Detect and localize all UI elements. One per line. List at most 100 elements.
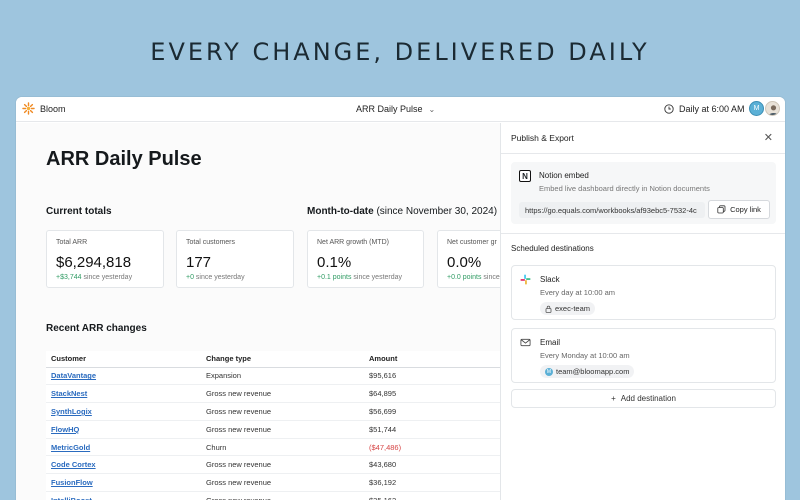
- metric-card-total-arr: Total ARR $6,294,818 +$3,744 since yeste…: [46, 230, 164, 288]
- table-header-row: Customer Change type Amount: [46, 351, 500, 368]
- customer-link[interactable]: FusionFlow: [46, 473, 201, 493]
- metric-card-total-customers: Total customers 177 +0 since yesterday: [176, 230, 294, 288]
- metric-label: Net ARR growth (MTD): [317, 239, 389, 246]
- customer-link[interactable]: MetricGold: [46, 438, 201, 457]
- amount-cell: $64,895: [339, 384, 500, 404]
- scheduled-destinations-heading: Scheduled destinations: [511, 244, 594, 253]
- notion-description: Embed live dashboard directly in Notion …: [539, 184, 710, 193]
- customer-link[interactable]: IntelliBoost: [46, 491, 201, 500]
- chevron-down-icon: ⌄: [428, 104, 436, 114]
- delta-value: +0: [186, 274, 194, 281]
- metric-label: Total customers: [186, 239, 236, 246]
- amount-cell: $36,192: [339, 473, 500, 493]
- amount-cell: $35,162: [339, 491, 500, 500]
- recent-changes-table: Customer Change type Amount DataVantage …: [46, 351, 500, 500]
- slack-icon: [520, 274, 531, 285]
- delta-suffix: since: [481, 274, 500, 281]
- amount-cell: $95,616: [339, 367, 500, 386]
- change-type-cell: Gross new revenue: [201, 491, 339, 500]
- change-type-cell: Expansion: [201, 367, 339, 386]
- recipient-chip[interactable]: M team@bloomapp.com: [540, 365, 635, 378]
- sun-flower-icon: [22, 102, 35, 115]
- delta-suffix: since yesterday: [193, 274, 245, 281]
- table-row: MetricGold Churn ($47,486): [46, 438, 500, 457]
- column-header-customer[interactable]: Customer: [46, 351, 201, 368]
- change-type-cell: Churn: [201, 438, 339, 457]
- notion-icon: N: [519, 170, 531, 182]
- metric-label: Total ARR: [56, 239, 88, 246]
- copy-icon: [717, 205, 726, 214]
- amount-cell-negative: ($47,486): [339, 438, 500, 457]
- destination-card-slack[interactable]: Slack Every day at 10:00 am exec-team: [511, 265, 776, 320]
- destination-schedule: Every Monday at 10:00 am: [540, 351, 630, 360]
- table-row: IntelliBoost Gross new revenue $35,162: [46, 491, 500, 500]
- delta-suffix: since yesterday: [351, 274, 403, 281]
- divider: [501, 233, 785, 234]
- plus-icon: +: [611, 394, 616, 403]
- recent-changes-heading: Recent ARR changes: [46, 323, 147, 334]
- delta-value: +0.0 points: [447, 274, 482, 281]
- dashboard-main: ARR Daily Pulse Current totals Month-to-…: [16, 123, 500, 500]
- add-destination-button[interactable]: + Add destination: [511, 389, 776, 408]
- change-type-cell: Gross new revenue: [201, 402, 339, 421]
- mtd-heading: Month-to-date (since November 30, 2024): [307, 206, 497, 217]
- metric-value: 0.0%: [447, 254, 482, 271]
- metric-value: 0.1%: [317, 254, 352, 271]
- lock-icon: [545, 305, 552, 313]
- customer-link[interactable]: StackNest: [46, 384, 201, 404]
- user-photo-avatar[interactable]: [765, 101, 780, 116]
- copy-link-label: Copy link: [730, 205, 761, 214]
- amount-cell: $51,744: [339, 420, 500, 439]
- avatar: M: [545, 367, 553, 376]
- marketing-headline: EVERY CHANGE, DELIVERED DAILY: [150, 38, 650, 66]
- delta-value: +0.1 points: [317, 274, 352, 281]
- mtd-label: Month-to-date: [307, 206, 374, 217]
- avatar[interactable]: M: [749, 101, 764, 116]
- customer-link[interactable]: SynthLogix: [46, 402, 201, 421]
- channel-chip[interactable]: exec-team: [540, 302, 596, 315]
- channel-name: exec-team: [555, 304, 591, 313]
- customer-link[interactable]: Code Cortex: [46, 455, 201, 475]
- schedule-indicator[interactable]: Daily at 6:00 AM: [664, 104, 745, 114]
- amount-cell: $56,699: [339, 402, 500, 421]
- metric-label: Net customer gr: [447, 239, 497, 246]
- metric-delta: +0.1 points since yesterday: [317, 274, 402, 281]
- brand[interactable]: Bloom: [22, 102, 66, 115]
- amount-cell: $43,680: [339, 455, 500, 475]
- metric-card-net-customer-growth: Net customer gr 0.0% +0.0 points since: [437, 230, 500, 288]
- document-title: ARR Daily Pulse: [356, 104, 423, 114]
- table-row: Code Cortex Gross new revenue $43,680: [46, 455, 500, 475]
- notion-embed-section: N Notion embed Embed live dashboard dire…: [511, 162, 776, 224]
- table-row: StackNest Gross new revenue $64,895: [46, 384, 500, 404]
- customer-link[interactable]: DataVantage: [46, 367, 201, 386]
- app-window: Bloom ARR Daily Pulse ⌄ Daily at 6:00 AM…: [16, 97, 785, 500]
- brand-name: Bloom: [40, 103, 66, 114]
- customer-link[interactable]: FlowHQ: [46, 420, 201, 439]
- clock-icon: [664, 104, 674, 114]
- table-row: FusionFlow Gross new revenue $36,192: [46, 473, 500, 493]
- copy-link-button[interactable]: Copy link: [708, 200, 770, 219]
- column-header-change-type[interactable]: Change type: [201, 351, 339, 368]
- delta-value: +$3,744: [56, 274, 82, 281]
- table-row: FlowHQ Gross new revenue $51,744: [46, 420, 500, 439]
- change-type-cell: Gross new revenue: [201, 473, 339, 493]
- metric-delta: +0.0 points since: [447, 274, 500, 281]
- destination-card-email[interactable]: Email Every Monday at 10:00 am M team@bl…: [511, 328, 776, 383]
- add-destination-label: Add destination: [620, 394, 676, 403]
- metric-value: $6,294,818: [56, 254, 132, 271]
- column-header-amount[interactable]: Amount: [339, 351, 500, 368]
- metric-card-net-arr-growth: Net ARR growth (MTD) 0.1% +0.1 points si…: [307, 230, 424, 288]
- change-type-cell: Gross new revenue: [201, 384, 339, 404]
- table-row: DataVantage Expansion $95,616: [46, 367, 500, 386]
- person-icon: [768, 105, 779, 115]
- metric-delta: +0 since yesterday: [186, 274, 245, 281]
- embed-url-field[interactable]: https://go.equals.com/workbooks/af93ebc5…: [519, 202, 705, 218]
- delta-suffix: since yesterday: [81, 274, 133, 281]
- panel-header: Publish & Export ✕: [501, 123, 785, 154]
- metric-delta: +$3,744 since yesterday: [56, 274, 132, 281]
- document-title-menu[interactable]: ARR Daily Pulse ⌄: [356, 104, 435, 114]
- destination-name: Slack: [540, 275, 560, 284]
- close-icon[interactable]: ✕: [763, 132, 773, 144]
- destination-schedule: Every day at 10:00 am: [540, 288, 616, 297]
- change-type-cell: Gross new revenue: [201, 420, 339, 439]
